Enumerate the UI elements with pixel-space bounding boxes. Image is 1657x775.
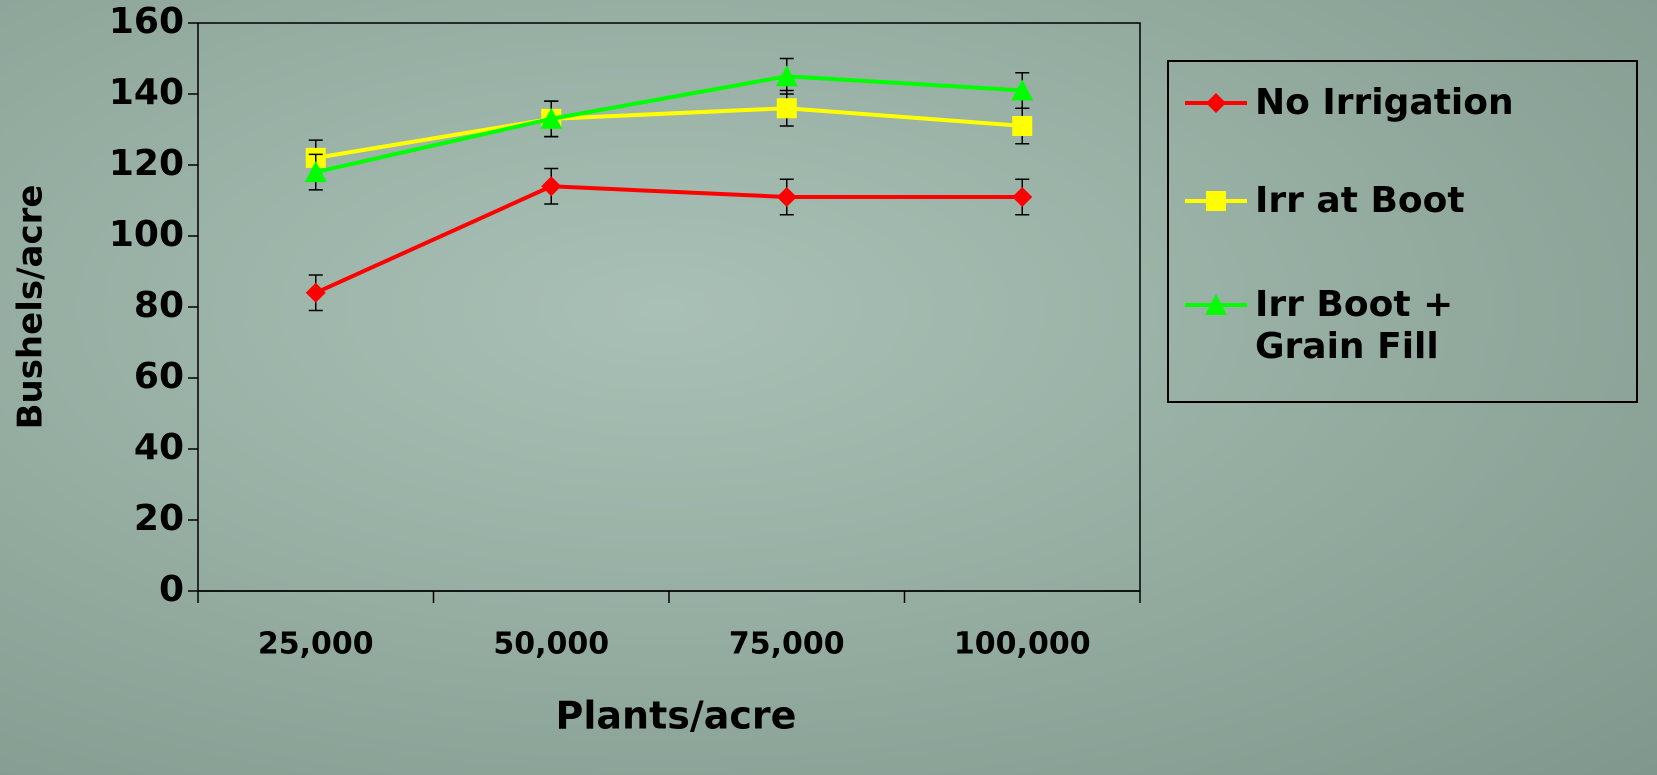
x-tick-label: 75,000 (729, 627, 845, 662)
data-point (1012, 116, 1032, 136)
data-point (1012, 187, 1032, 207)
legend-item: No Irrigation (1181, 82, 1575, 124)
y-tick-label: 160 (109, 1, 184, 42)
x-tick-label: 25,000 (258, 627, 374, 662)
legend-marker (1206, 93, 1226, 113)
series-line (316, 76, 1023, 172)
y-tick-label: 20 (134, 498, 184, 539)
x-tick-label: 50,000 (493, 627, 609, 662)
legend: No Irrigation Irr at Boot Irr Boot + Grain… (1167, 60, 1638, 403)
data-point (777, 98, 797, 118)
y-tick-label: 100 (109, 214, 184, 255)
legend-marker (1206, 191, 1226, 211)
plot-area (198, 23, 1140, 591)
y-tick-label: 40 (134, 427, 184, 468)
legend-swatch (1181, 82, 1251, 124)
data-point (541, 176, 561, 196)
data-point (306, 283, 326, 303)
y-tick-label: 60 (134, 356, 184, 397)
y-tick-label: 140 (109, 72, 184, 113)
y-tick-label: 0 (159, 569, 184, 610)
legend-swatch (1181, 284, 1251, 326)
y-axis-title: Bushels/acre (11, 185, 51, 430)
legend-swatch (1181, 180, 1251, 222)
legend-item: Irr at Boot (1181, 180, 1575, 222)
data-point (777, 187, 797, 207)
series-line (316, 108, 1023, 158)
x-axis-title: Plants/acre (556, 694, 797, 738)
legend-label: No Irrigation (1255, 82, 1575, 124)
legend-item: Irr Boot + Grain Fill (1181, 284, 1575, 368)
page: Plants/acre Bushels/acre 0 20 40 60 80 100 120… (0, 0, 1657, 775)
legend-label: Irr Boot + Grain Fill (1255, 284, 1575, 368)
y-tick-label: 120 (109, 143, 184, 184)
x-tick-label: 100,000 (954, 627, 1091, 662)
series-line (316, 186, 1023, 292)
legend-label: Irr at Boot (1255, 180, 1575, 222)
y-tick-label: 80 (134, 285, 184, 326)
